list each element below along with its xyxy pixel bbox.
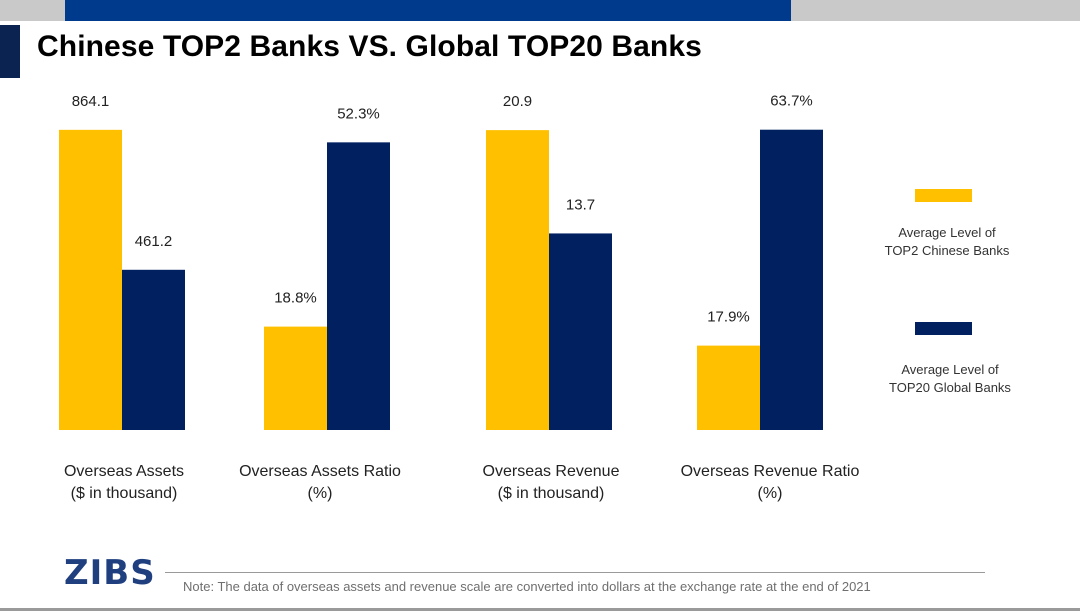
bar-global-3 bbox=[760, 129, 823, 430]
data-label-global-0: 461.2 bbox=[135, 233, 173, 250]
category-label-line-2: (%) bbox=[307, 485, 333, 502]
category-label-overseas-assets-ratio: Overseas Assets Ratio (%) bbox=[210, 461, 430, 505]
bar-global-0 bbox=[122, 269, 185, 430]
legend-label-line-1: Average Level of bbox=[901, 362, 999, 377]
category-label-line-1: Overseas Assets Ratio bbox=[239, 463, 401, 480]
bar-chinese-3 bbox=[697, 345, 760, 430]
legend-label-line-1: Average Level of bbox=[898, 225, 996, 240]
category-label-line-1: Overseas Assets bbox=[63, 463, 185, 480]
data-label-chinese-1: 18.8% bbox=[274, 290, 317, 307]
category-label-line-1: Overseas Revenue bbox=[482, 463, 620, 480]
data-label-global-3: 63.7% bbox=[770, 93, 813, 110]
title-side-marker bbox=[0, 25, 20, 78]
legend-swatch-global bbox=[915, 322, 972, 335]
category-label-overseas-assets: Overseas Assets ($ in thousand) bbox=[14, 461, 234, 505]
bar-chinese-1 bbox=[264, 326, 327, 430]
footer-divider bbox=[165, 572, 985, 573]
bar-chinese-0 bbox=[59, 129, 122, 431]
legend-label-line-2: TOP2 Chinese Banks bbox=[884, 243, 1010, 258]
data-label-global-1: 52.3% bbox=[337, 105, 380, 122]
bar-chinese-2 bbox=[486, 130, 549, 430]
category-label-line-1: Overseas Revenue Ratio bbox=[680, 463, 860, 480]
data-label-chinese-0: 864.1 bbox=[72, 93, 110, 110]
category-label-overseas-revenue-ratio: Overseas Revenue Ratio (%) bbox=[660, 461, 880, 505]
category-label-overseas-revenue: Overseas Revenue ($ in thousand) bbox=[441, 461, 661, 505]
legend-swatch-chinese bbox=[915, 189, 972, 202]
bar-global-2 bbox=[549, 233, 612, 430]
top-bar-accent bbox=[65, 0, 791, 21]
data-label-global-2: 13.7 bbox=[566, 196, 595, 213]
bottom-edge bbox=[0, 608, 1080, 611]
data-label-chinese-3: 17.9% bbox=[707, 309, 750, 326]
category-label-line-2: ($ in thousand) bbox=[70, 485, 178, 502]
page-title: Chinese TOP2 Banks VS. Global TOP20 Bank… bbox=[37, 30, 702, 63]
category-label-line-2: ($ in thousand) bbox=[497, 485, 605, 502]
legend-label-global: Average Level of TOP20 Global Banks bbox=[865, 361, 1035, 397]
legend-label-line-2: TOP20 Global Banks bbox=[889, 380, 1011, 395]
bar-global-1 bbox=[327, 142, 390, 430]
category-label-line-2: (%) bbox=[757, 485, 783, 502]
zibs-logo: ZIBS bbox=[64, 553, 156, 593]
footer-note: Note: The data of overseas assets and re… bbox=[183, 579, 871, 594]
top-bar bbox=[0, 0, 1080, 21]
legend-label-chinese: Average Level of TOP2 Chinese Banks bbox=[862, 224, 1032, 260]
data-label-chinese-2: 20.9 bbox=[503, 93, 532, 110]
